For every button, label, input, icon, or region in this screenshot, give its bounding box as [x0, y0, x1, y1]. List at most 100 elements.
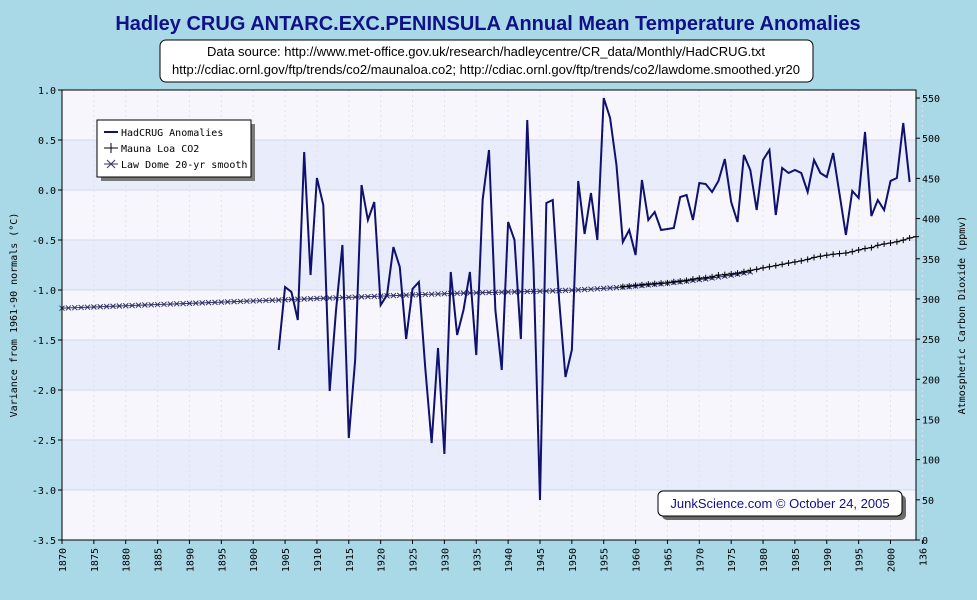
- y-tick-label: -3.0: [32, 486, 56, 497]
- legend-entry: HadCRUG Anomalies: [104, 128, 223, 139]
- x-tick-label: 1965: [663, 548, 674, 572]
- x-tick-label: 1985: [791, 548, 802, 572]
- x-tick-label: 1870: [58, 548, 69, 572]
- point-law-dome: [148, 301, 155, 308]
- point-law-dome: [199, 300, 206, 306]
- point-law-dome: [275, 297, 282, 303]
- credit-text: JunkScience.com © October 24, 2005: [670, 496, 889, 511]
- point-law-dome: [403, 292, 410, 299]
- point-law-dome: [358, 293, 365, 300]
- point-law-dome: [486, 289, 492, 296]
- series-line-hadcrug: [277, 97, 911, 501]
- plot-frame: [61, 89, 917, 541]
- point-law-dome: [307, 295, 314, 302]
- point-law-dome: [78, 304, 84, 311]
- y2-tick-label: 200: [922, 375, 940, 386]
- y-tick-label: -1.0: [32, 286, 56, 297]
- legend-label: Mauna Loa CO2: [121, 144, 199, 155]
- y2-tick-label: 0: [922, 536, 928, 547]
- y-tick-label: -0.5: [32, 236, 56, 247]
- point-law-dome: [110, 303, 116, 310]
- point-law-dome: [135, 302, 142, 309]
- point-law-dome: [613, 284, 620, 291]
- point-law-dome: [186, 300, 193, 307]
- series-layer: [59, 97, 919, 501]
- y-axis-label: Variance from 1961-90 normals (°C): [9, 213, 20, 418]
- y2-tick-label: 350: [922, 255, 940, 266]
- point-law-dome: [537, 288, 543, 295]
- y-tick-label: -1.5: [32, 336, 56, 347]
- point-law-dome: [71, 304, 78, 311]
- y-tick-label: -3.5: [32, 536, 56, 547]
- x-tick-label: 1995: [855, 548, 866, 572]
- x-tick-label: 1875: [90, 548, 101, 572]
- point-law-dome: [454, 290, 460, 297]
- point-law-dome: [428, 291, 435, 298]
- legend-label: HadCRUG Anomalies: [121, 128, 223, 139]
- x-tick-label: 2000: [887, 548, 898, 572]
- x-tick-label: 1920: [377, 548, 388, 572]
- point-law-dome: [320, 295, 327, 302]
- y2-tick-label: 450: [922, 174, 940, 185]
- source-line-2: http://cdiac.ornl.gov/ftp/trends/co2/mau…: [172, 62, 800, 77]
- point-law-dome: [154, 301, 161, 308]
- point-law-dome: [511, 289, 518, 295]
- plot-band: [62, 240, 916, 290]
- point-law-dome: [505, 289, 511, 295]
- source-line-1: Data source: http://www.met-office.gov.u…: [207, 44, 765, 59]
- y-tick-label: -2.0: [32, 386, 56, 397]
- x-tick-label: 1990: [823, 548, 834, 572]
- y2-tick-label: 550: [922, 94, 940, 105]
- axes: -3.5 -3.0 -2.5 -2.0 -1.5 -1.0 -0.5 0.0 0.5 1.0 0 50…: [32, 86, 940, 572]
- point-law-dome: [224, 299, 231, 305]
- point-law-dome: [588, 286, 594, 293]
- point-law-dome: [371, 293, 378, 300]
- point-law-dome: [122, 302, 129, 309]
- legend-entry: Law Dome 20-yr smooth: [104, 159, 247, 171]
- x-tick-label: 1970: [695, 548, 706, 572]
- x-tick-label: 1885: [154, 548, 165, 572]
- x-tick-label: 1890: [185, 548, 196, 572]
- chart-title: Hadley CRUG ANTARC.EXC.PENINSULA Annual …: [115, 13, 860, 35]
- plot-band: [62, 290, 916, 340]
- y2-axis-label: Atmospheric Carbon Dioxide (ppmv): [957, 216, 968, 415]
- point-law-dome: [91, 304, 97, 310]
- point-law-dome: [205, 299, 212, 306]
- point-law-dome: [180, 300, 186, 307]
- point-law-dome: [479, 289, 486, 296]
- point-law-dome: [116, 303, 123, 309]
- point-law-dome: [243, 298, 250, 305]
- y-tick-label: 1.0: [38, 86, 56, 97]
- point-law-dome: [441, 290, 448, 297]
- y2-tick-label: 50: [922, 496, 934, 507]
- point-law-dome: [256, 297, 263, 304]
- point-law-dome: [562, 287, 569, 294]
- point-law-dome: [326, 295, 333, 301]
- credit-box: JunkScience.com © October 24, 2005: [657, 490, 906, 520]
- x-tick-label: 1880: [122, 548, 133, 572]
- plot-band: [62, 340, 916, 390]
- point-law-dome: [594, 285, 601, 292]
- point-law-dome: [218, 299, 225, 305]
- plot-band: [62, 390, 916, 440]
- x-tick-label: 1895: [217, 548, 228, 572]
- x-tick-label: 1950: [568, 548, 579, 572]
- point-law-dome: [141, 302, 148, 308]
- x-tick-label: 1905: [281, 548, 292, 572]
- y-tick-label: 0.0: [38, 186, 56, 197]
- point-law-dome: [345, 294, 352, 301]
- point-law-dome: [167, 301, 174, 307]
- point-law-dome: [498, 289, 505, 296]
- series-mauna-loa: [619, 233, 919, 290]
- series-hadcrug: [277, 97, 911, 501]
- x-tick-label: 136: [918, 548, 929, 566]
- legend: HadCRUG Anomalies Mauna Loa CO2 Law Dome 2…: [96, 119, 255, 181]
- point-law-dome: [600, 285, 607, 292]
- point-law-dome: [263, 297, 269, 304]
- point-law-dome: [161, 301, 167, 308]
- point-law-dome: [173, 300, 180, 307]
- point-law-dome: [607, 285, 613, 291]
- y2-tick-label: 400: [922, 215, 940, 226]
- point-law-dome: [97, 303, 104, 310]
